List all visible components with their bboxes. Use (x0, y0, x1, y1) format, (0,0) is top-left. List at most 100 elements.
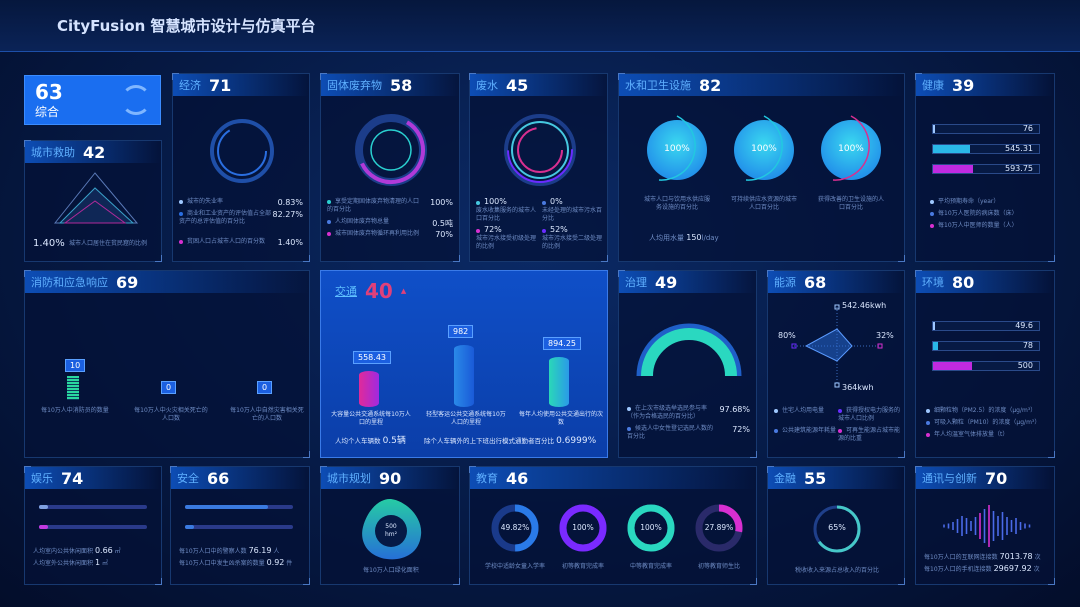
safety-item-1: 每10万人口中发生凶杀案的数量 0.92 件 (179, 558, 293, 568)
panel-score: 42 (83, 142, 106, 162)
panel-title: 安全 (177, 472, 199, 485)
panel-economy: 经济 71 城市的失业率 0.83% 商业和工业资产的评估值占全部资产的总评估值的百… (172, 73, 310, 262)
radar-bottom-label: 364kwh (842, 383, 874, 392)
panel-score: 82 (699, 75, 722, 95)
panel-score: 68 (804, 272, 827, 292)
economy-value-1: 82.27% (272, 210, 303, 219)
wastewater-item-0: 100% 废水收集服务的城市人口百分比 (476, 197, 537, 222)
env-bar-value: 500 (1017, 361, 1033, 370)
panel-score: 58 (390, 75, 413, 95)
governance-value-0: 97.68% (719, 405, 750, 414)
education-ring-label: 初等教育师生比 (697, 563, 740, 570)
panel-score: 69 (116, 272, 139, 292)
overall-score: 63 (35, 80, 63, 104)
water-gauge (821, 120, 881, 180)
planning-center-unit: hm² (384, 531, 398, 538)
leisure-bar-0 (39, 505, 147, 509)
finance-ring-chart (813, 505, 861, 553)
radar-left-label: 80% (778, 331, 796, 340)
panel-title: 固体废弃物 (327, 79, 382, 92)
panel-score: 40 (365, 279, 393, 303)
solid-waste-value-2: 70% (435, 230, 453, 239)
water-gauge-value: 100% (664, 144, 690, 154)
leisure-bar-1 (39, 525, 147, 529)
solid-waste-item-2: 城市固体废弃物循环再利用比例 (327, 230, 422, 238)
city-logo-icon (121, 85, 151, 115)
panel-comm: 通讯与创新 70 每10万人口的互联网连接数 7013.78 次 每10万人口的手… (915, 466, 1055, 585)
water-gauge (734, 120, 794, 180)
env-bar-value: 49.6 (1015, 321, 1033, 330)
panel-fire: 消防和应急响应 69 10 每10万人中消防员的数量 0 每10万人中火灾相关死亡的… (24, 270, 310, 458)
solid-waste-item-0: 享受定期固体废弃物清理的人口的百分比 (327, 198, 420, 213)
traffic-value-tag: 894.25 (543, 337, 581, 350)
panel-leisure: 娱乐 74 人均室内公共休闲面积 0.66 ㎡ 人均室外公共休闲面积 1 ㎡ (24, 466, 162, 585)
panel-title: 交通 (335, 285, 357, 298)
education-ring (491, 504, 539, 552)
panel-score: 70 (985, 468, 1008, 488)
economy-item-1: 商业和工业资产的评估值占全部资产的总评估值的百分比 (179, 210, 272, 225)
panel-title: 消防和应急响应 (31, 276, 108, 289)
panel-score: 45 (506, 75, 529, 95)
comm-item-0: 每10万人口的互联网连接数 7013.78 次 (924, 552, 1041, 562)
education-ring-value: 49.82% (500, 523, 530, 532)
panel-title: 废水 (476, 79, 498, 92)
economy-item-2: 贫困人口占城市人口的百分数 (179, 238, 271, 246)
panel-title: 经济 (179, 79, 201, 92)
panel-finance: 金融 55 65% 税收收入来源占总收入的百分比 (767, 466, 905, 585)
fire-label: 每10万人中消防员的数量 (41, 407, 109, 414)
panel-score: 90 (379, 468, 402, 488)
env-legend-1: 可吸入颗粒（PM10）的浓度（μg/m³） (926, 419, 1040, 427)
governance-item-0: 在上次市级选举选民参与率（作为合格选民的百分比） (627, 405, 708, 420)
planning-label: 每10万人口绿化面积 (363, 567, 419, 574)
safety-bar-1 (185, 525, 293, 529)
planning-blob-chart (362, 498, 422, 560)
panel-score: 74 (61, 468, 84, 488)
finance-value: 65% (828, 523, 846, 532)
water-gauge-label: 可持续供应水资源的城市人口百分比 (730, 196, 797, 211)
app-title: CityFusion 智慧城市设计与仿真平台 (57, 17, 316, 35)
panel-traffic[interactable]: 交通 40 ▲ 558.43 大容量公共交通系统每10万人口的里程 982 轻型客… (320, 270, 608, 458)
panel-title: 通讯与创新 (922, 472, 977, 485)
planning-center-value: 500 (385, 523, 397, 530)
energy-legend-3: 可再生能源占城市能源的比重 (838, 427, 901, 442)
traffic-value-tag: 982 (448, 325, 474, 338)
energy-legend-0: 住宅人均用电量 (774, 407, 836, 415)
water-gauge (647, 120, 707, 180)
panel-score: 46 (506, 468, 529, 488)
leisure-item-1: 人均室外公共休闲面积 1 ㎡ (33, 558, 108, 568)
solid-waste-value-0: 100% (430, 198, 453, 207)
triangle-chart (53, 172, 139, 224)
radar-right-label: 32% (876, 331, 894, 340)
panel-governance: 治理 49 在上次市级选举选民参与率（作为合格选民的百分比） 97.68% 候选人中… (618, 270, 757, 458)
education-ring-value: 27.89% (704, 523, 734, 532)
panel-title: 环境 (922, 276, 944, 289)
energy-legend-2: 公共建筑能源年耗量 (774, 427, 836, 435)
panel-title: 教育 (476, 472, 498, 485)
wastewater-ring-chart (504, 114, 576, 186)
traffic-mode: 除个人车辆外的上下班出行模式通勤者百分比 0.6999% (424, 436, 597, 446)
fire-value-tag: 10 (65, 359, 86, 372)
health-bar: 545.31 (932, 144, 1040, 154)
traffic-value-tag: 558.43 (353, 351, 391, 364)
panel-title: 能源 (774, 276, 796, 289)
education-ring (695, 504, 743, 552)
env-bar: 500 (932, 361, 1040, 371)
traffic-label: 大容量公共交通系统每10万人口的里程 (331, 411, 411, 426)
education-ring-label: 初等教育完成率 (561, 563, 604, 570)
wastewater-item-3: 52% 城市污水接受二级处理的比例 (542, 225, 603, 250)
health-bar-value: 76 (1022, 124, 1033, 133)
health-legend-0: 平均预期寿命（year） (930, 198, 999, 206)
panel-score: 66 (207, 468, 230, 488)
traffic-cylinder (359, 371, 379, 407)
solid-waste-item-1: 人均固体废弃物总量 (327, 218, 422, 226)
overall-card[interactable]: 63 综合 (24, 75, 161, 125)
comm-waveform (943, 505, 1031, 547)
panel-rescue: 城市救助 42 1.40% 城市人口居住在贫民窟的比例 (24, 140, 162, 262)
panel-score: 80 (952, 272, 975, 292)
panel-environment: 环境 80 49.6 78 500 细颗粒物（PM2.5）的浓度（μg/m³） 可吸入… (915, 270, 1055, 458)
water-gauge-arc (745, 115, 783, 181)
governance-item-1: 候选人中女性登记选民人数的百分比 (627, 425, 714, 440)
safety-bar-0 (185, 505, 293, 509)
health-bar: 593.75 (932, 164, 1040, 174)
rescue-desc: 城市人口居住在贫民窟的比例 (69, 240, 148, 247)
